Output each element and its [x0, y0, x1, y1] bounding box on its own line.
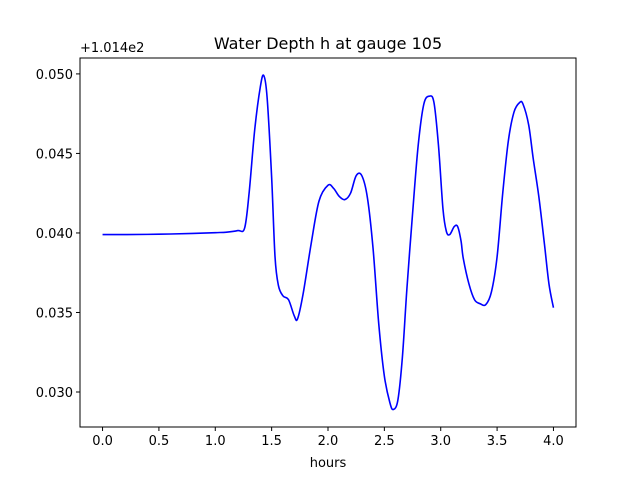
x-tick-label: 4.0 [543, 434, 564, 449]
x-tick-label: 1.5 [261, 434, 282, 449]
x-axis-label: hours [310, 456, 347, 471]
x-tick-label: 0.0 [92, 434, 113, 449]
x-tick-label: 3.5 [487, 434, 508, 449]
y-tick-label: 0.030 [36, 386, 73, 401]
y-tick-label: 0.040 [36, 227, 73, 242]
y-tick-label: 0.035 [36, 306, 73, 321]
y-tick-label: 0.045 [36, 147, 73, 162]
y-axis-ticks: 0.030 0.035 0.040 0.045 0.050 [36, 68, 80, 401]
x-tick-label: 2.5 [374, 434, 395, 449]
x-axis-ticks: 0.0 0.5 1.0 1.5 2.0 2.5 3.0 3.5 4.0 [92, 427, 564, 449]
chart-title: Water Depth h at gauge 105 [214, 34, 442, 53]
x-tick-label: 3.0 [430, 434, 451, 449]
series-layer [102, 74, 555, 411]
y-tick-label: 0.050 [36, 68, 73, 83]
x-tick-label: 0.5 [149, 434, 170, 449]
series-line-0 [102, 74, 555, 411]
x-tick-label: 1.0 [205, 434, 226, 449]
plot-area-frame [79, 57, 577, 428]
x-tick-label: 2.0 [318, 434, 339, 449]
y-axis-offset-label: +1.014e2 [80, 41, 144, 56]
